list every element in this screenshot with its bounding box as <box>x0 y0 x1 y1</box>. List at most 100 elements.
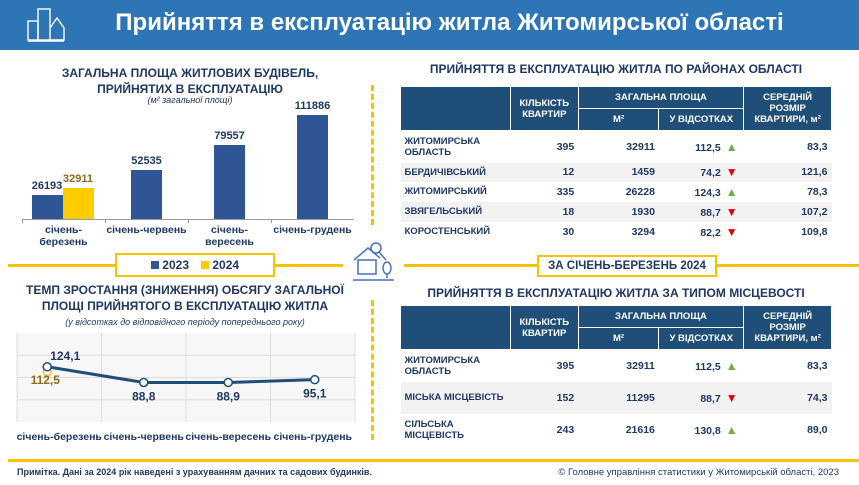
arrow-up-icon: ▲ <box>725 358 738 373</box>
series-line-2023 <box>47 365 315 384</box>
row-avg: 107,2 <box>743 201 832 222</box>
table1-title: ПРИЙНЯТТЯ В ЕКСПЛУАТАЦІЮ ЖИТЛА ПО РАЙОНА… <box>429 62 803 76</box>
x-tick-label: січень-березень <box>17 431 103 443</box>
row-avg: 83,3 <box>807 140 828 153</box>
house-key-icon <box>353 242 394 281</box>
row-name: ЖИТОМИРСЬКА ОБЛАСТЬ <box>404 354 481 377</box>
row-avg: 89,0 <box>807 423 828 436</box>
x-tick-label: січень-вересень <box>185 431 271 443</box>
bar-value-label: 32911 <box>63 173 93 186</box>
col-pct: У ВІДСОТКАХ <box>658 327 745 350</box>
col-area: ЗАГАЛЬНА ПЛОЩА <box>577 86 745 109</box>
row-avg: 121,6 <box>743 162 832 182</box>
row-pct: 112,5 ▲ <box>659 350 744 382</box>
header-empty <box>400 305 511 350</box>
col-avg: СЕРЕДНІЙ РОЗМІР КВАРТИРИ, м² <box>743 86 832 131</box>
table-row: КОРОСТЕНСЬКИЙ 30 3294 82,2 ▼ 109,8 <box>401 222 832 242</box>
row-m2: 11295 <box>578 381 659 414</box>
line-title-line1: ТЕМП ЗРОСТАННЯ (ЗНИЖЕННЯ) ОБСЯГУ ЗАГАЛЬН… <box>26 283 344 297</box>
row-pct: 124,3 ▲ <box>659 182 744 202</box>
col-count: КІЛЬКІСТЬ КВАРТИР <box>509 305 579 350</box>
x-tick <box>22 219 23 223</box>
buildings-icon <box>27 8 65 42</box>
table-row: СІЛЬСЬКА МІСЦЕВІСТЬ 243 21616 130,8 ▲ 89… <box>401 414 832 446</box>
row-count: 12 <box>510 162 579 182</box>
bar-chart-subtitle: (м² загальної площі) <box>147 95 233 105</box>
row-name: ЖИТОМИРСЬКА ОБЛАСТЬ <box>404 135 481 158</box>
table-row: ЖИТОМИРСЬКИЙ 335 26228 124,3 ▲ 78,3 <box>401 182 832 202</box>
col-area: ЗАГАЛЬНА ПЛОЩА <box>577 305 745 328</box>
x-tick-label: січень-березень <box>39 224 88 248</box>
table-row: ЖИТОМИРСЬКА ОБЛАСТЬ 395 32911 112,5 ▲ 83… <box>401 350 832 382</box>
bar-chart: 26193 32911 січень-березень 52535 січень-чер… <box>0 99 370 248</box>
bar <box>62 188 94 219</box>
row-pct: 74,2 ▼ <box>658 162 744 182</box>
header-banner: Прийняття в експлуатацію житла Житомирсь… <box>0 0 859 50</box>
x-axis <box>22 219 354 220</box>
point-2023 <box>139 377 149 388</box>
row-avg: 78,3 <box>807 185 828 198</box>
row-avg: 109,8 <box>801 225 828 238</box>
col-count: КІЛЬКІСТЬ КВАРТИР <box>509 86 579 131</box>
data-label: 88,9 <box>217 389 241 403</box>
col-m2: М² <box>577 327 660 350</box>
row-count: 243 <box>556 423 575 436</box>
row-m2: 1930 <box>578 201 659 222</box>
row-m2: 21616 <box>625 423 655 436</box>
row-pct: 88,7 ▼ <box>658 201 744 222</box>
line-title-line2: ПЛОЩІ ПРИЙНЯТОГО В ЕКСПЛУАТАЦІЮ ЖИТЛА <box>41 299 329 313</box>
data-label: 95,1 <box>303 387 327 401</box>
row-name: ЖИТОМИРСЬКИЙ <box>404 186 487 197</box>
x-tick <box>105 219 106 223</box>
bar-value-label: 79557 <box>214 129 245 142</box>
divider <box>371 300 374 440</box>
table-row: ЖИТОМИРСЬКА ОБЛАСТЬ 395 32911 112,5 ▲ 83… <box>401 131 832 163</box>
data-label-2024: 112,5 <box>31 373 61 387</box>
x-tick-label: січень-грудень <box>273 431 352 443</box>
row-name: БЕРДИЧІВСЬКИЙ <box>400 162 511 182</box>
x-tick-label: січень-червень <box>104 431 185 443</box>
row-m2: 32911 <box>626 359 655 372</box>
bar-title-line2: ПРИЙНЯТИХ В ЕКСПЛУАТАЦІЮ <box>97 82 283 96</box>
row-pct: 112,5 ▲ <box>659 131 744 163</box>
legend-2023: 2023 <box>150 258 189 272</box>
bar <box>131 169 162 219</box>
header-empty <box>400 86 511 131</box>
arrow-down-icon: ▼ <box>725 224 738 239</box>
row-avg: 83,3 <box>807 359 828 372</box>
row-pct: 82,2 ▼ <box>659 222 744 242</box>
bar <box>214 144 245 219</box>
col-m2: М² <box>577 108 660 131</box>
col-avg: СЕРЕДНІЙ РОЗМІР КВАРТИРИ, м² <box>743 305 832 350</box>
bar-chart-title: ЗАГАЛЬНА ПЛОЩА ЖИТЛОВИХ БУДІВЕЛЬ, ПРИЙНЯТ… <box>40 65 340 97</box>
legend: 2023 2024 <box>115 253 275 277</box>
row-m2: 3294 <box>631 225 655 238</box>
row-m2: 26228 <box>625 185 655 198</box>
row-pct: 130,8 ▲ <box>659 414 744 446</box>
divider <box>371 85 374 225</box>
x-tick-label: січень-грудень <box>273 224 352 236</box>
row-count: 30 <box>562 225 575 238</box>
row-count: 395 <box>556 140 575 153</box>
page-title: Прийняття в експлуатацію житла Житомирсь… <box>115 9 784 36</box>
row-count: 152 <box>510 381 579 414</box>
arrow-up-icon: ▲ <box>725 139 738 154</box>
table-row: ЗВЯГЕЛЬСЬКИЙ 18 1930 88,7 ▼ 107,2 <box>400 201 832 222</box>
x-tick <box>188 219 189 223</box>
row-name: ЗВЯГЕЛЬСЬКИЙ <box>400 201 511 222</box>
point-2023 <box>310 374 320 385</box>
bar <box>31 194 63 219</box>
row-m2: 1459 <box>578 162 659 182</box>
bar-value-label: 52535 <box>131 154 162 167</box>
line-chart-title: ТЕМП ЗРОСТАННЯ (ЗНИЖЕННЯ) ОБСЯГУ ЗАГАЛЬН… <box>20 282 350 314</box>
bar <box>297 114 328 219</box>
period-banner: ЗА СІЧЕНЬ-БЕРЕЗЕНЬ 2024 <box>537 255 717 277</box>
x-tick-label: січень-вересень <box>205 224 254 248</box>
arrow-down-icon: ▼ <box>725 204 738 219</box>
row-pct: 88,7 ▼ <box>658 381 744 414</box>
row-count: 395 <box>556 359 575 372</box>
table-row: БЕРДИЧІВСЬКИЙ 12 1459 74,2 ▼ 121,6 <box>400 162 832 182</box>
bar-value-label: 111886 <box>294 99 331 112</box>
footer-divider <box>8 459 859 462</box>
